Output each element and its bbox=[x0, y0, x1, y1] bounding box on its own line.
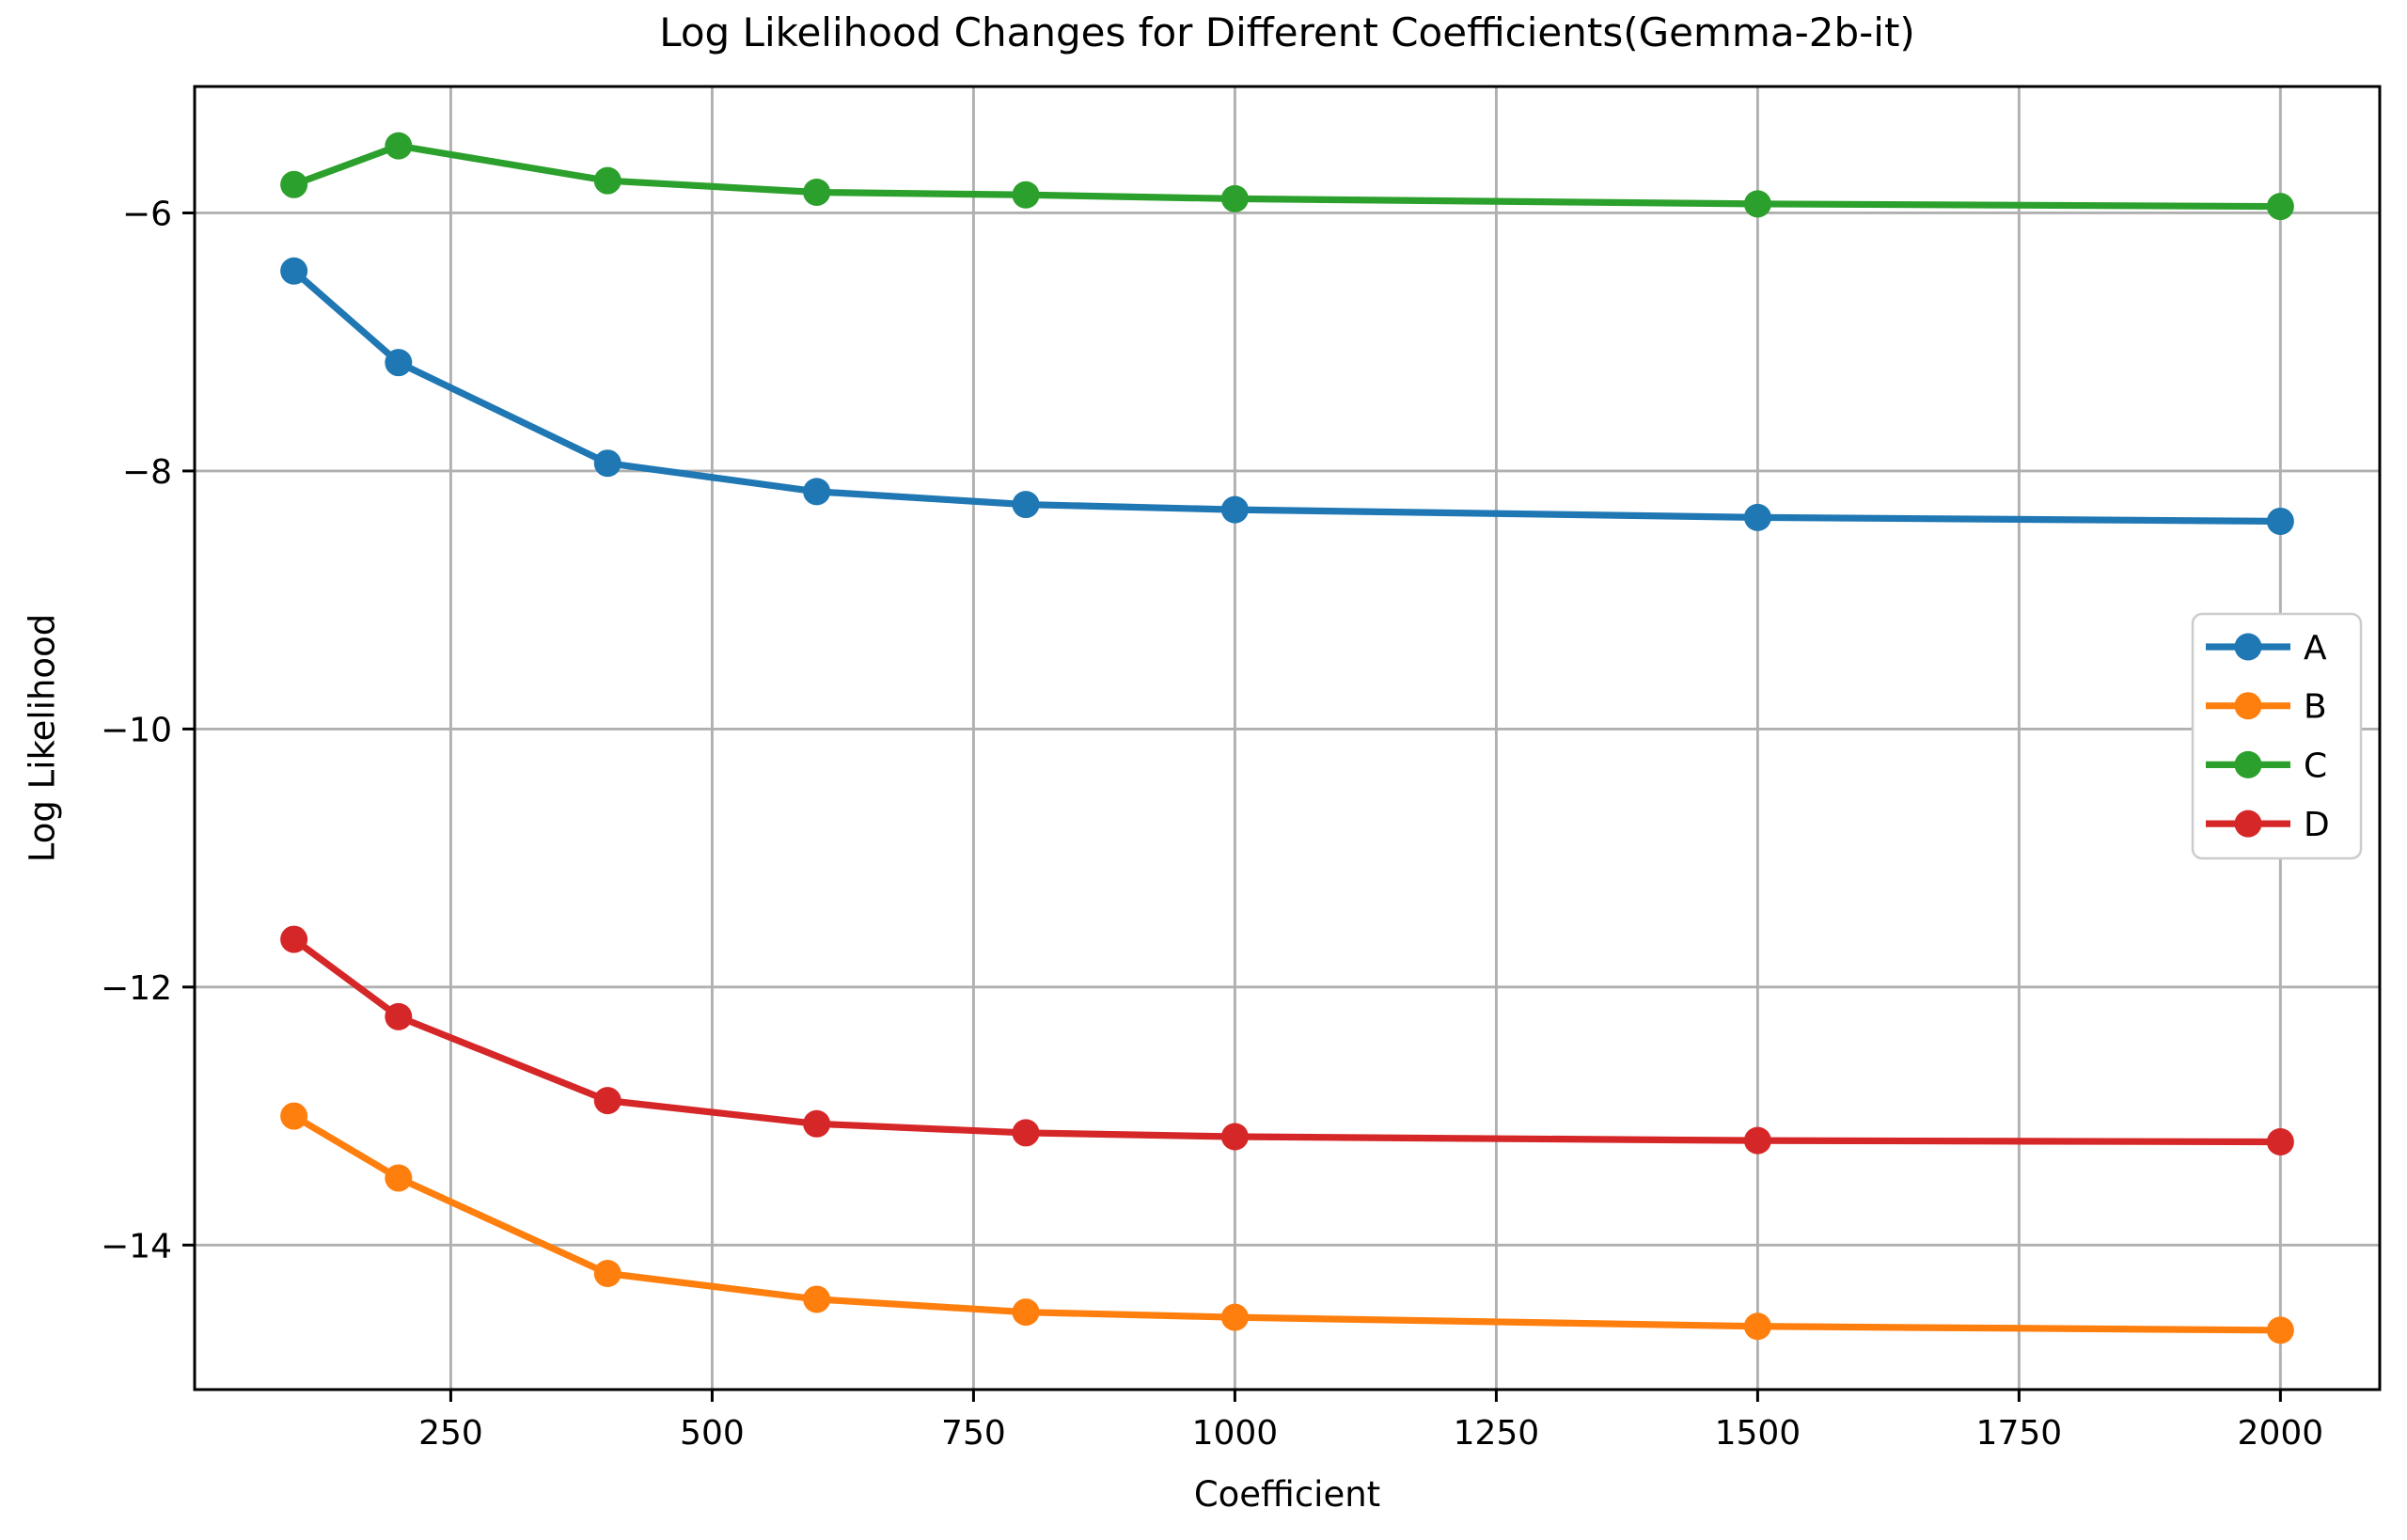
data-point-A bbox=[2266, 507, 2294, 535]
y-axis-label: Log Likelihood bbox=[22, 613, 63, 863]
data-point-C bbox=[803, 179, 831, 207]
data-point-C bbox=[1012, 181, 1040, 209]
data-point-D bbox=[2266, 1128, 2294, 1156]
data-point-B bbox=[385, 1164, 413, 1192]
x-tick-label: 2000 bbox=[2238, 1414, 2324, 1453]
legend-marker-B bbox=[2234, 692, 2262, 720]
x-axis-label: Coefficient bbox=[1193, 1474, 1381, 1515]
data-point-A bbox=[1743, 503, 1771, 531]
x-tick-label: 250 bbox=[418, 1414, 483, 1453]
data-point-B bbox=[803, 1285, 831, 1313]
data-point-A bbox=[803, 478, 831, 506]
data-point-D bbox=[1012, 1119, 1040, 1147]
data-point-D bbox=[1220, 1123, 1249, 1151]
axes-background bbox=[195, 86, 2380, 1390]
legend-label-C: C bbox=[2304, 746, 2327, 785]
y-tick-label: −10 bbox=[101, 711, 172, 749]
data-point-B bbox=[1220, 1303, 1249, 1331]
y-tick-label: −12 bbox=[101, 969, 172, 1008]
data-point-D bbox=[1743, 1126, 1771, 1155]
legend-box bbox=[2191, 612, 2363, 860]
data-point-A bbox=[1220, 495, 1249, 524]
x-tick-label: 1000 bbox=[1192, 1414, 1279, 1453]
data-point-B bbox=[593, 1259, 621, 1287]
legend-label-D: D bbox=[2304, 806, 2330, 844]
data-point-B bbox=[2266, 1316, 2294, 1344]
data-point-D bbox=[803, 1109, 831, 1138]
data-point-C bbox=[385, 132, 413, 160]
data-point-C bbox=[1220, 184, 1249, 212]
data-point-A bbox=[593, 449, 621, 478]
axes-frame bbox=[193, 85, 2382, 1391]
legend-marker-A bbox=[2234, 633, 2262, 661]
x-tick-label: 750 bbox=[941, 1414, 1006, 1453]
data-point-D bbox=[280, 925, 308, 953]
legend-marker-C bbox=[2234, 750, 2262, 778]
data-point-D bbox=[593, 1087, 621, 1115]
legend-marker-D bbox=[2234, 809, 2262, 838]
data-point-C bbox=[280, 170, 308, 198]
series-line-A bbox=[291, 267, 2284, 526]
data-point-C bbox=[2266, 193, 2294, 221]
series-line-B bbox=[291, 1112, 2284, 1334]
x-tick-label: 1750 bbox=[1976, 1414, 2063, 1453]
data-point-B bbox=[1012, 1298, 1040, 1327]
x-tick-label: 500 bbox=[680, 1414, 745, 1453]
data-point-B bbox=[1743, 1312, 1771, 1341]
data-point-D bbox=[385, 1002, 413, 1030]
y-tick-label: −6 bbox=[122, 195, 172, 233]
y-tick-label: −14 bbox=[101, 1227, 172, 1265]
data-point-A bbox=[1012, 491, 1040, 519]
legend-label-A: A bbox=[2304, 629, 2327, 668]
x-tick-label: 1250 bbox=[1454, 1414, 1540, 1453]
data-point-A bbox=[385, 349, 413, 377]
series-line-D bbox=[291, 935, 2284, 1146]
data-point-C bbox=[593, 166, 621, 195]
x-tick-label: 1500 bbox=[1715, 1414, 1801, 1453]
chart-title: Log Likelihood Changes for Different Coe… bbox=[659, 9, 1915, 55]
data-point-A bbox=[280, 257, 308, 285]
data-point-B bbox=[280, 1102, 308, 1130]
y-tick-label: −8 bbox=[122, 453, 172, 492]
legend-label-B: B bbox=[2304, 688, 2327, 727]
series-line-C bbox=[291, 142, 2284, 211]
data-point-C bbox=[1743, 190, 1771, 218]
